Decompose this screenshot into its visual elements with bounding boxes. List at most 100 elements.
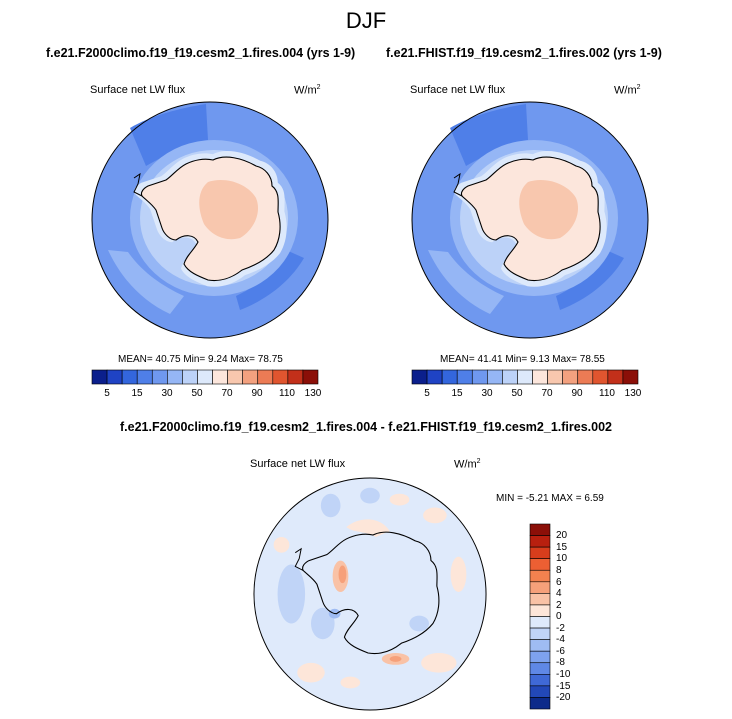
colorbar-swatch (182, 369, 198, 385)
ocean-light-patch (428, 250, 504, 314)
peninsula-coastline (453, 172, 463, 197)
diff-variable-label: Surface net LW flux (250, 458, 346, 470)
ocean-light-patch (108, 250, 184, 314)
diff-colorbar-tick: 10 (556, 553, 568, 565)
colorbar-swatch (456, 369, 473, 385)
negative-anomaly (409, 615, 429, 632)
diff-colorbar-swatch (529, 616, 551, 629)
panel-2-colorbar-labels: 5 15 30 50 70 90 110 130 (412, 388, 641, 402)
colorbar-swatch (257, 369, 274, 385)
panel-1-stats: MEAN= 40.75 Min= 9.24 Max= 78.75 (118, 354, 283, 365)
colorbar-tick: 90 (571, 388, 583, 399)
colorbar-swatch (167, 369, 183, 385)
colorbar-swatch (411, 369, 428, 385)
colorbar-swatch (562, 369, 579, 385)
peninsula-coastline (294, 547, 304, 571)
colorbar-tick: 110 (599, 388, 615, 399)
diff-stats: MIN = -5.21 MAX = 6.59 (496, 493, 604, 504)
diff-colorbar-swatch (529, 674, 551, 687)
diff-colorbar-swatch (529, 523, 551, 536)
positive-anomaly (340, 676, 361, 689)
colorbar-swatch (426, 369, 443, 385)
colorbar-tick: 30 (161, 388, 173, 399)
colorbar-swatch (227, 369, 243, 385)
diff-colorbar-tick: -6 (556, 645, 565, 657)
diff-polar-map (253, 477, 487, 711)
diff-colorbar-tick: 6 (556, 576, 562, 588)
panel-2-case-title: f.e21.FHIST.f19_f19.cesm2_1.fires.002 (y… (386, 46, 662, 60)
panel-2-polar-map (411, 101, 649, 339)
panel-1-polar-map (91, 101, 329, 339)
figure-title: DJF (345, 8, 387, 33)
diff-colorbar-swatch (529, 627, 551, 640)
diff-colorbar-labels: 20 15 10 8 6 4 2 0 -2 -4 -6 -8 -10 -15 -… (556, 524, 596, 709)
diff-units-label: W/m2 (454, 458, 481, 471)
diff-colorbar-tick: 8 (556, 565, 562, 576)
diff-colorbar-tick: 2 (556, 599, 562, 611)
diff-colorbar-swatch (529, 650, 551, 664)
colorbar-tick: 130 (624, 388, 642, 399)
diff-colorbar-tick: -4 (556, 634, 565, 646)
colorbar-tick: 130 (304, 388, 322, 399)
positive-anomaly-peak (389, 655, 402, 662)
negative-anomaly (320, 493, 341, 518)
colorbar-swatch (302, 369, 319, 385)
diff-colorbar-swatch (529, 569, 551, 583)
diff-colorbar-swatch (529, 685, 551, 698)
colorbar-swatch (441, 369, 458, 385)
positive-anomaly-peak (338, 565, 347, 584)
panel-1-case-title: f.e21.F2000climo.f19_f19.cesm2_1.fires.0… (46, 46, 356, 60)
diff-colorbar-swatch (529, 639, 551, 652)
colorbar-tick: 50 (191, 388, 203, 399)
colorbar-swatch (502, 369, 518, 385)
low-flux-region (450, 104, 528, 166)
colorbar-swatch (622, 369, 639, 385)
diff-colorbar-tick: 15 (556, 541, 568, 553)
panel-1-units-label: W/m2 (294, 84, 321, 97)
coastline (140, 156, 281, 282)
colorbar-swatch (151, 369, 168, 385)
negative-anomaly (360, 487, 380, 504)
difference-title: f.e21.F2000climo.f19_f19.cesm2_1.fires.0… (120, 420, 612, 434)
diff-colorbar-tick: -15 (556, 680, 571, 692)
colorbar-swatch (517, 369, 533, 385)
positive-anomaly (389, 493, 410, 506)
diff-colorbar-tick: -10 (556, 669, 571, 680)
low-flux-region (556, 250, 624, 310)
diff-colorbar-tick: -8 (556, 657, 565, 669)
positive-anomaly (423, 507, 447, 524)
colorbar-swatch (197, 369, 213, 385)
colorbar-tick: 90 (251, 388, 263, 399)
positive-anomaly (273, 536, 290, 553)
diff-colorbar-tick: -2 (556, 622, 565, 634)
diff-colorbar-tick: 0 (556, 611, 562, 623)
panel-2-stats: MEAN= 41.41 Min= 9.13 Max= 78.55 (440, 354, 605, 365)
panel-2-units-label: W/m2 (614, 84, 641, 97)
east-antarctic-plateau (199, 179, 259, 240)
colorbar-swatch (136, 369, 153, 385)
map-boundary (253, 477, 487, 711)
colorbar-swatch (592, 369, 609, 385)
diff-colorbar-swatch (529, 604, 551, 617)
colorbar-swatch (272, 369, 289, 385)
colorbar-tick: 5 (104, 388, 110, 399)
difference-field (253, 477, 487, 711)
colorbar-swatch (121, 369, 138, 385)
colorbar-swatch (547, 369, 563, 385)
colorbar-swatch (91, 369, 108, 385)
panel-2-variable-label: Surface net LW flux (410, 84, 506, 96)
colorbar-tick: 50 (511, 388, 523, 399)
low-flux-region (236, 250, 304, 310)
diff-colorbar-swatch (529, 593, 551, 606)
panel-1-colorbar (91, 369, 319, 385)
diff-colorbar (529, 523, 551, 710)
diff-colorbar-swatch (529, 535, 551, 548)
colorbar-swatch (287, 369, 304, 385)
diff-colorbar-swatch (529, 581, 551, 594)
diff-colorbar-tick: -20 (556, 692, 571, 704)
colorbar-swatch (242, 369, 259, 385)
colorbar-tick: 30 (481, 388, 493, 399)
colorbar-swatch (532, 369, 548, 385)
positive-anomaly (450, 556, 467, 593)
panel-2-colorbar (411, 369, 639, 385)
